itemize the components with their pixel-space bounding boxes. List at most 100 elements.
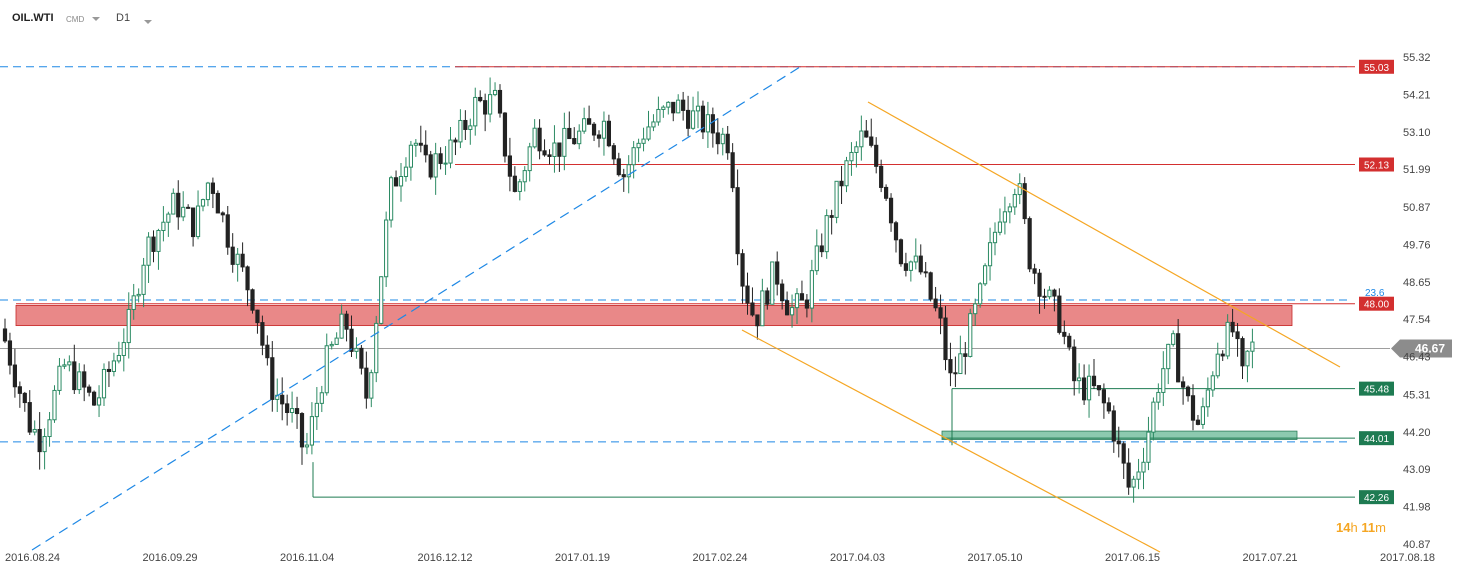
candle[interactable] xyxy=(428,150,433,180)
candle[interactable] xyxy=(844,156,849,193)
candle[interactable] xyxy=(552,125,557,173)
candle[interactable] xyxy=(651,114,656,132)
candle[interactable] xyxy=(354,337,359,359)
candle[interactable] xyxy=(1002,196,1007,235)
candle[interactable] xyxy=(205,181,211,207)
candle[interactable] xyxy=(7,332,13,375)
candle[interactable] xyxy=(1195,414,1201,426)
candle[interactable] xyxy=(804,294,809,318)
candle[interactable] xyxy=(710,107,715,148)
candle[interactable] xyxy=(572,127,577,145)
candle[interactable] xyxy=(384,211,389,287)
candle[interactable] xyxy=(547,149,552,165)
candle[interactable] xyxy=(146,232,151,283)
candle[interactable] xyxy=(1007,203,1012,224)
candle[interactable] xyxy=(96,385,102,418)
candle[interactable] xyxy=(87,384,92,397)
candle[interactable] xyxy=(958,335,963,375)
candle[interactable] xyxy=(72,344,77,395)
resistance-zone[interactable] xyxy=(15,304,1293,327)
candle[interactable] xyxy=(770,261,775,305)
candle[interactable] xyxy=(740,249,745,304)
price-tag-48.00[interactable]: 48.00 xyxy=(1359,296,1394,311)
candle[interactable] xyxy=(973,298,978,326)
candle[interactable] xyxy=(596,130,602,148)
candle[interactable] xyxy=(745,272,750,315)
candle[interactable] xyxy=(601,111,607,156)
candle[interactable] xyxy=(522,166,527,192)
candle[interactable] xyxy=(418,125,423,153)
candle[interactable] xyxy=(82,364,87,402)
candle[interactable] xyxy=(834,180,839,224)
candle[interactable] xyxy=(1200,397,1206,429)
candle[interactable] xyxy=(978,282,983,308)
candle[interactable] xyxy=(730,143,735,193)
candle[interactable] xyxy=(27,390,32,435)
candle[interactable] xyxy=(1042,288,1047,309)
candle[interactable] xyxy=(1161,351,1166,407)
candle[interactable] xyxy=(1047,286,1052,300)
candle[interactable] xyxy=(1210,371,1215,397)
candle[interactable] xyxy=(77,363,82,394)
candle[interactable] xyxy=(1220,350,1225,361)
candle[interactable] xyxy=(666,101,671,115)
candle[interactable] xyxy=(324,333,329,396)
candle[interactable] xyxy=(874,137,879,174)
candle[interactable] xyxy=(121,328,126,372)
candle[interactable] xyxy=(928,271,933,302)
price-tag-52.13[interactable]: 52.13 xyxy=(1359,157,1394,172)
candle[interactable] xyxy=(705,101,710,148)
candle[interactable] xyxy=(562,112,567,171)
candle[interactable] xyxy=(1141,447,1146,490)
candle[interactable] xyxy=(933,286,938,312)
candle[interactable] xyxy=(32,420,37,436)
candle[interactable] xyxy=(502,112,508,163)
candle[interactable] xyxy=(557,142,562,172)
candle[interactable] xyxy=(606,114,611,148)
candle[interactable] xyxy=(1062,320,1067,345)
candle[interactable] xyxy=(527,142,532,182)
candle[interactable] xyxy=(2,318,8,344)
candle[interactable] xyxy=(364,351,369,409)
candle[interactable] xyxy=(1037,268,1042,314)
candle[interactable] xyxy=(1156,383,1161,410)
candle[interactable] xyxy=(438,147,443,170)
candle[interactable] xyxy=(369,369,374,408)
candle[interactable] xyxy=(893,220,899,253)
candle[interactable] xyxy=(1032,263,1037,285)
candle[interactable] xyxy=(1245,350,1250,383)
candle[interactable] xyxy=(191,207,196,247)
candle[interactable] xyxy=(948,342,953,387)
candle[interactable] xyxy=(393,170,399,187)
candle[interactable] xyxy=(616,152,621,177)
candle[interactable] xyxy=(389,175,394,228)
candle[interactable] xyxy=(532,119,537,149)
candle[interactable] xyxy=(186,204,191,209)
candle[interactable] xyxy=(67,355,72,372)
candle[interactable] xyxy=(968,308,973,358)
candle[interactable] xyxy=(176,180,181,230)
candle[interactable] xyxy=(17,381,22,408)
candle[interactable] xyxy=(1250,328,1255,369)
candle[interactable] xyxy=(646,110,651,142)
candle[interactable] xyxy=(379,276,384,325)
candle[interactable] xyxy=(661,105,666,118)
candle[interactable] xyxy=(735,169,740,266)
candle[interactable] xyxy=(898,238,904,267)
candle[interactable] xyxy=(864,120,869,138)
candle[interactable] xyxy=(1131,475,1136,503)
candle[interactable] xyxy=(398,163,404,202)
candle[interactable] xyxy=(1017,173,1022,205)
candle[interactable] xyxy=(809,259,814,323)
price-tag-44.01[interactable]: 44.01 xyxy=(1359,431,1394,446)
candle[interactable] xyxy=(983,263,988,287)
candle[interactable] xyxy=(1215,342,1220,379)
candle[interactable] xyxy=(621,168,626,192)
descending-channel-upper-line[interactable] xyxy=(867,101,1341,368)
candle[interactable] xyxy=(814,229,819,275)
candle[interactable] xyxy=(765,287,770,310)
support-zone[interactable] xyxy=(941,430,1298,440)
candle[interactable] xyxy=(517,178,522,201)
candle[interactable] xyxy=(1111,405,1116,453)
